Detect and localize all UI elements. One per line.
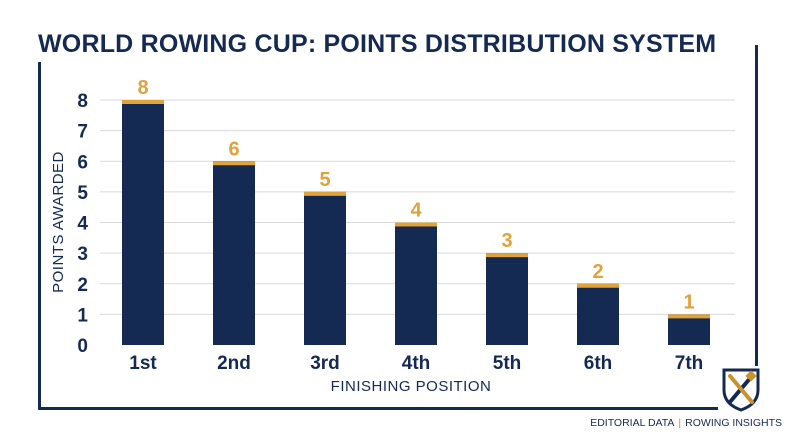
y-tick-label: 3 [77, 244, 88, 265]
bar-cap [213, 161, 255, 166]
rowing-oars-shield-icon [722, 368, 760, 412]
chart-title: WORLD ROWING CUP: POINTS DISTRIBUTION SY… [38, 30, 717, 58]
bar [486, 253, 528, 345]
bar [395, 222, 437, 345]
bar-cap [577, 283, 619, 288]
y-tick-label: 8 [77, 91, 88, 112]
y-axis-label: POINTS AWARDED [50, 151, 67, 293]
data-label: 4 [410, 200, 422, 222]
x-tick-label: 6th [584, 353, 613, 374]
bar-cap [486, 253, 528, 258]
data-label: 3 [501, 230, 512, 252]
bar-cap [304, 191, 346, 196]
data-label: 5 [319, 169, 330, 191]
x-tick-label: 4th [402, 353, 431, 374]
x-axis-label: FINISHING POSITION [331, 378, 492, 395]
data-label: 8 [137, 77, 148, 99]
data-label: 2 [592, 261, 603, 283]
y-tick-label: 5 [77, 183, 88, 204]
bar [577, 283, 619, 345]
y-tick-label: 6 [77, 152, 88, 173]
y-tick-label: 4 [77, 214, 88, 235]
bar [668, 314, 710, 345]
footer-brand: ROWING INSIGHTS [685, 417, 782, 429]
x-tick-label: 5th [493, 353, 522, 374]
bar-cap [122, 100, 164, 104]
bar [304, 191, 346, 345]
bar [213, 161, 255, 345]
footer-source: EDITORIAL DATA [590, 417, 675, 429]
title-backdrop [30, 24, 754, 62]
bar [122, 100, 164, 345]
data-label: 1 [683, 291, 694, 313]
x-tick-label: 2nd [217, 353, 251, 374]
y-tick-label: 1 [77, 305, 88, 326]
bar-cap [395, 222, 437, 227]
y-tick-label: 0 [77, 336, 88, 357]
x-tick-label: 3rd [310, 353, 340, 374]
y-tick-label: 2 [77, 275, 88, 296]
x-tick-label: 1st [129, 353, 157, 374]
logo [718, 366, 764, 412]
x-tick-label: 7th [675, 353, 704, 374]
footer-credit: EDITORIAL DATA | ROWING INSIGHTS [590, 417, 782, 429]
y-tick-label: 7 [77, 122, 88, 143]
chart-frame [38, 45, 758, 410]
data-label: 6 [228, 138, 239, 160]
footer-separator: | [678, 417, 682, 429]
bar-cap [668, 314, 710, 319]
